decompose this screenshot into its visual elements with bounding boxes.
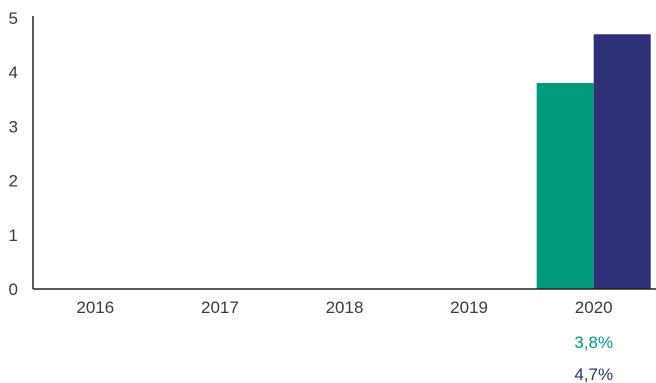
data-labels: 3,8% 4,7% [574,333,613,383]
data-label: 3,8% [574,333,613,352]
x-tick-label: 2016 [76,298,114,317]
y-tick-label: 5 [9,9,18,28]
bars-group [536,34,651,290]
y-tick-label: 4 [9,63,18,82]
x-tick-label: 2020 [575,298,613,317]
x-tick-label: 2018 [326,298,364,317]
y-tick-labels: 0 1 2 3 4 5 [9,9,18,299]
y-tick-label: 3 [9,117,18,136]
bar [536,83,594,289]
x-tick-labels: 2016 2017 2018 2019 2020 [76,298,612,317]
data-label: 4,7% [574,365,613,383]
y-tick-label: 2 [9,172,18,191]
bar [593,34,651,290]
x-tick-label: 2017 [201,298,239,317]
y-tick-label: 0 [9,280,18,299]
x-tick-label: 2019 [450,298,488,317]
y-tick-label: 1 [9,226,18,245]
